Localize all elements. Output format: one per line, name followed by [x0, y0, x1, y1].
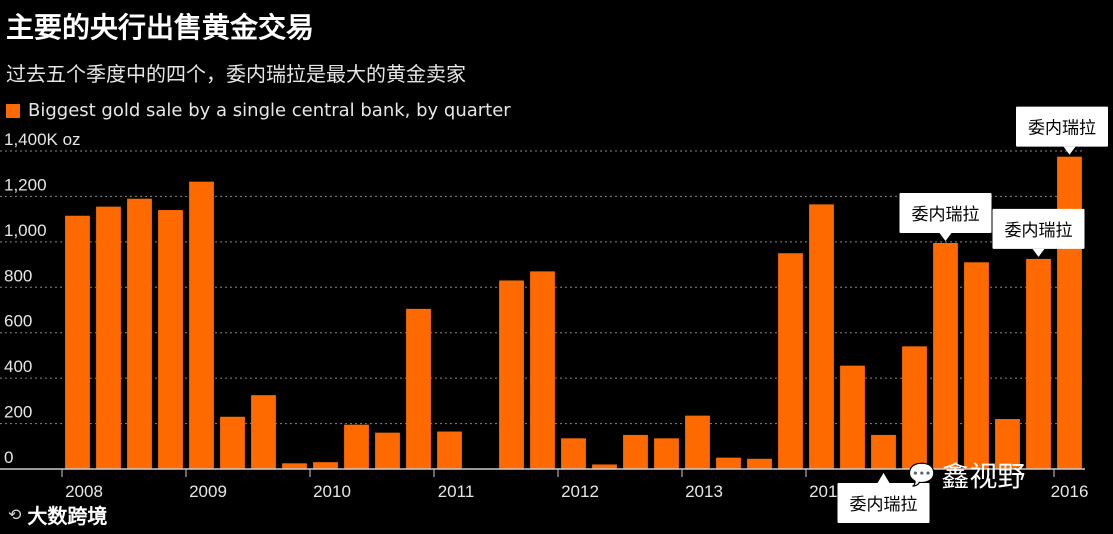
annotation-pointer [1032, 248, 1045, 257]
bar [282, 463, 307, 469]
bar [561, 438, 586, 469]
x-tick-label: 2009 [189, 482, 227, 501]
annotation-label: 委内瑞拉 [850, 495, 918, 515]
x-tick-label: 2014 [809, 482, 847, 501]
bar [964, 262, 989, 469]
annotation-box [837, 483, 930, 523]
bar [158, 210, 183, 470]
y-tick-label: 800 [4, 266, 32, 285]
x-tick-label: 2012 [561, 482, 599, 501]
chart-title: 主要的央行出售黄金交易 [6, 11, 315, 44]
bar [933, 242, 958, 469]
watermark-left-text: 大数跨境 [27, 504, 108, 528]
bar [654, 438, 679, 469]
bar [499, 280, 524, 469]
legend: Biggest gold sale by a single central ba… [6, 100, 511, 121]
annotation-label: 委内瑞拉 [912, 205, 980, 225]
bar [127, 198, 152, 469]
bar [840, 365, 865, 469]
bar [530, 271, 555, 469]
bar [902, 346, 927, 469]
y-tick-label: 1,200 [4, 175, 47, 194]
bar [313, 462, 338, 469]
watermark-right: 💬 鑫视野 [908, 455, 1025, 495]
bar [1026, 258, 1051, 469]
logo-icon: ⟲ [8, 505, 22, 524]
y-tick-label: 0 [4, 448, 13, 467]
y-tick-label: 600 [4, 312, 32, 331]
annotation-box [1016, 106, 1108, 147]
bar [592, 464, 617, 469]
bar [747, 458, 772, 469]
bar [96, 206, 121, 469]
bar [251, 395, 276, 469]
annotation-pointer [939, 232, 952, 241]
bar [65, 215, 90, 469]
annotation-callout: 委内瑞拉 [992, 208, 1085, 257]
bar [623, 434, 648, 469]
annotation-callout: 委内瑞拉 [837, 473, 930, 523]
bar [437, 431, 462, 469]
bar [1057, 156, 1082, 469]
bar [778, 253, 803, 469]
chart-subtitle: 过去五个季度中的四个，委内瑞拉是最大的黄金卖家 [6, 62, 466, 86]
bar [375, 432, 400, 469]
bar [809, 204, 834, 469]
x-tick-label: 2013 [685, 482, 723, 501]
x-tick-label: 2011 [438, 482, 475, 501]
legend-label: Biggest gold sale by a single central ba… [28, 100, 511, 121]
bar [189, 181, 214, 469]
watermark-right-text: 鑫视野 [941, 460, 1026, 493]
x-tick-label: 2016 [1051, 482, 1089, 501]
y-tick-label: 400 [4, 357, 32, 376]
legend-swatch [6, 103, 20, 118]
annotation-pointer [1063, 146, 1076, 155]
annotation-label: 委内瑞拉 [1005, 221, 1073, 241]
bar [685, 415, 710, 469]
annotation-box [899, 192, 992, 233]
watermark-left: ⟲ 大数跨境 [8, 500, 107, 529]
bar [871, 434, 896, 469]
y-tick-label: 1,000 [4, 221, 47, 240]
bar [406, 308, 431, 469]
bar [716, 457, 741, 469]
annotation-box [992, 208, 1085, 249]
x-tick-label: 2008 [65, 482, 103, 501]
annotation-callout: 委内瑞拉 [899, 192, 992, 241]
annotation-callout: 委内瑞拉 [1016, 106, 1108, 155]
x-tick-label: 2010 [313, 482, 351, 501]
bar [344, 424, 369, 469]
annotation-pointer [877, 473, 890, 483]
y-tick-label: 1,400K oz [4, 130, 81, 149]
bar [995, 419, 1020, 469]
annotation-label: 委内瑞拉 [1028, 119, 1096, 139]
y-tick-label: 200 [4, 403, 32, 422]
bar [220, 416, 245, 469]
wechat-icon: 💬 [908, 462, 936, 488]
